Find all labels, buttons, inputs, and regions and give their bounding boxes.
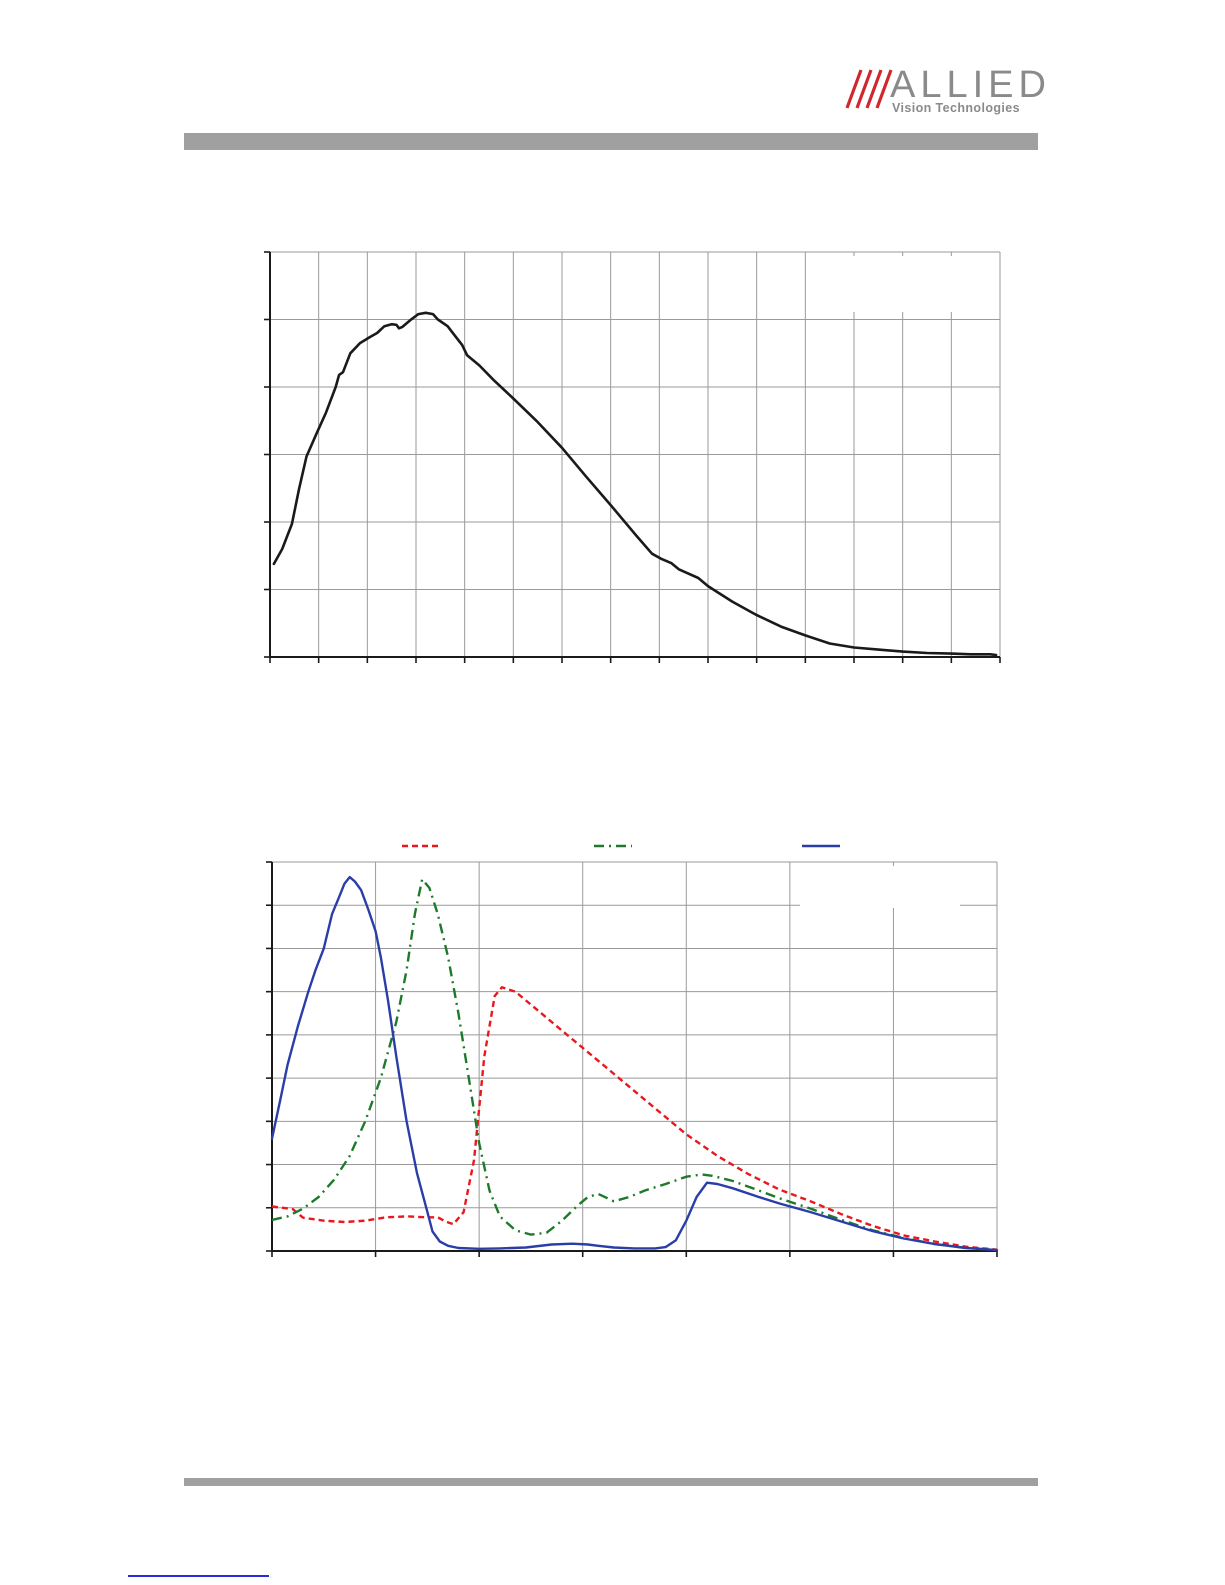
header-bar [184, 133, 1038, 150]
grid [270, 251, 1001, 657]
footer-link[interactable] [128, 1575, 269, 1577]
chart-2 [266, 844, 999, 1257]
series-line-3 [270, 875, 999, 1252]
series-line-2 [271, 878, 998, 1252]
series-line-1 [272, 311, 998, 657]
brand-name: ALLIED [890, 64, 1051, 106]
legend-box [800, 866, 960, 908]
series-line-1 [271, 986, 998, 1251]
footer-bar [184, 1478, 1038, 1486]
chart-1 [264, 251, 1001, 663]
allied-logo [845, 69, 893, 109]
grid [272, 861, 998, 1251]
logo-slashes-icon [845, 69, 893, 109]
brand-subtitle: Vision Technologies [892, 101, 1020, 115]
legend-box [808, 256, 996, 312]
